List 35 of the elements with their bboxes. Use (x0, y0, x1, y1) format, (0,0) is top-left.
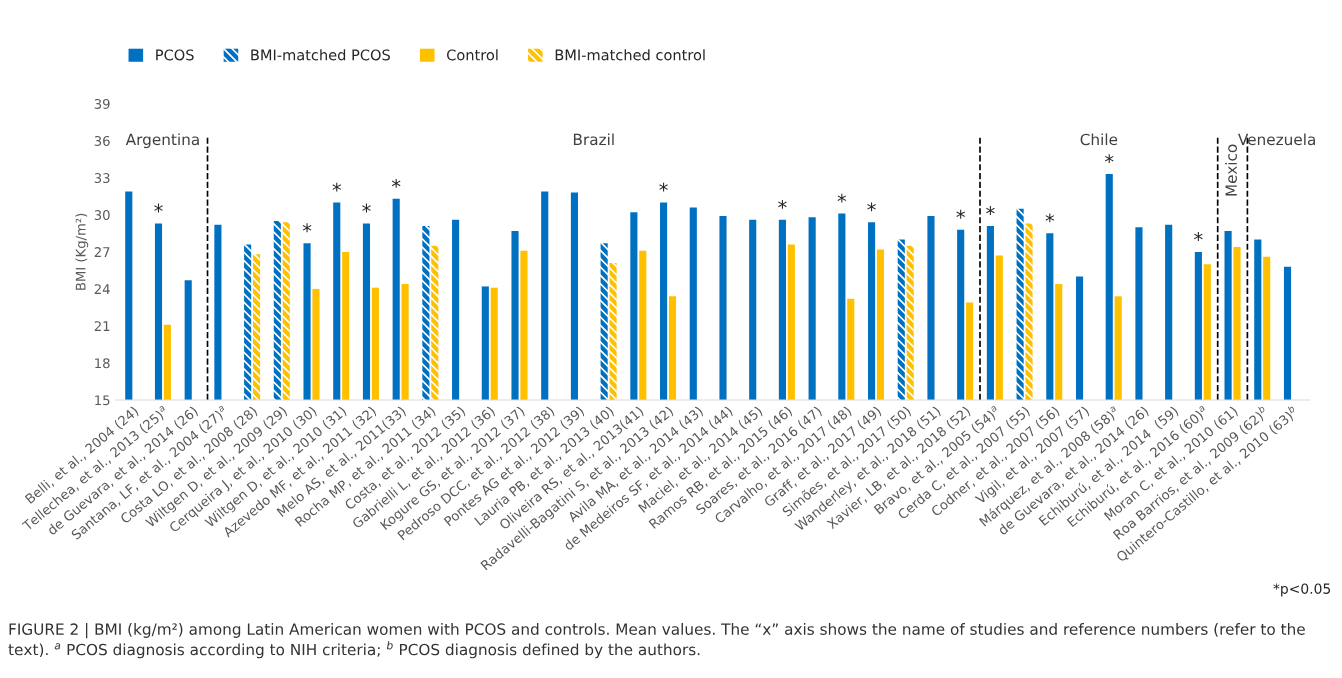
y-tick-label: 18 (95, 358, 110, 369)
annotation: * (1194, 232, 1203, 241)
annotation: * (986, 206, 995, 215)
annotation: Chile (1080, 133, 1118, 146)
annotation: Argentina (125, 133, 199, 149)
y-tick-label: 15 (95, 395, 110, 406)
legend-label: PCOS (156, 49, 194, 61)
annotation: * (659, 182, 668, 192)
y-tick-label: 21 (94, 321, 110, 331)
annotation: * (837, 193, 847, 203)
y-tick-label: 39 (94, 98, 110, 109)
annotation: * (332, 182, 342, 192)
annotation: * (867, 202, 876, 212)
annotation: Venezuela (1238, 133, 1315, 146)
annotation: * (956, 209, 965, 219)
legend-label: BMI-matched control (555, 49, 705, 61)
y-tick-label: 33 (94, 173, 110, 184)
y-axis-title: BMI (Kg/m²) (75, 213, 89, 290)
annotation: * (302, 223, 312, 233)
legend-label: Control (447, 49, 498, 61)
y-tick-label: 36 (94, 135, 110, 146)
annotation: * (778, 199, 787, 209)
annotation: * (1045, 213, 1055, 223)
annotation: * (154, 203, 163, 213)
y-tick-label: 24 (94, 284, 110, 294)
caption: FIGURE 2 | BMI (kg/m²) among Latin American women with PCOS and controls. Mean values. The “x” axis shows the name of studies and reference numbers (refer to the text). $^{a}$ PCOS diagnosis according to NIH criteria; $^{b}$ PCOS diagnosis defined by the authors. (8, 623, 1305, 659)
annotation: * (391, 178, 401, 188)
annotation: Mexico (1225, 144, 1237, 196)
text: *p<0.05 (1273, 583, 1331, 597)
annotation: Brazil (573, 133, 614, 146)
y-tick-label: 30 (94, 210, 110, 221)
annotation: * (362, 203, 371, 213)
y-tick-label: 27 (94, 247, 110, 257)
legend-label: BMI-matched PCOS (251, 49, 390, 61)
annotation: * (1104, 154, 1114, 164)
